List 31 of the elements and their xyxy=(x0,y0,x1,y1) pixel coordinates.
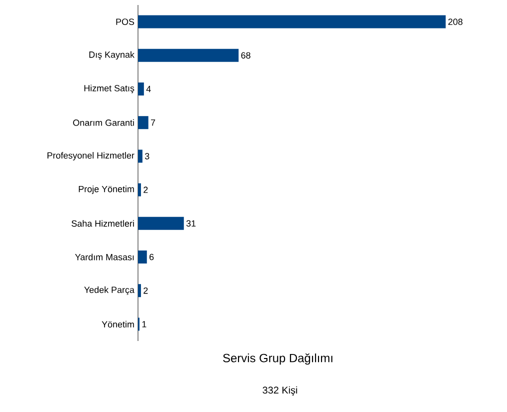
data-label: 2 xyxy=(144,287,148,294)
bar xyxy=(138,48,239,62)
y-tick-label: Profesyonel Hizmetler xyxy=(48,152,134,160)
bar xyxy=(138,150,142,163)
bar xyxy=(138,216,184,230)
y-tick-label: Onarım Garanti xyxy=(73,119,134,126)
y-tick-label: Yedek Parça xyxy=(84,286,134,295)
data-label: 6 xyxy=(150,254,154,260)
y-tick-label: Dış Kaynak xyxy=(89,51,134,60)
data-label: 2 xyxy=(144,186,148,193)
data-label: 208 xyxy=(448,18,462,25)
data-label: 68 xyxy=(241,52,250,59)
bar xyxy=(138,82,144,96)
y-tick-label: Yönetim xyxy=(102,320,134,328)
y-tick-label: Proje Yönetim xyxy=(78,186,134,194)
y-tick-label: Hizmet Satış xyxy=(84,84,134,94)
bar xyxy=(138,284,141,298)
bar xyxy=(138,250,147,264)
data-label: 3 xyxy=(144,153,150,160)
bar xyxy=(138,116,148,130)
y-tick-label: POS xyxy=(116,18,134,25)
bar xyxy=(138,183,141,196)
data-label: 4 xyxy=(146,86,151,92)
text: Servis Grup Dağılımı xyxy=(223,353,332,365)
data-label: 7 xyxy=(151,120,156,126)
data-label: 31 xyxy=(186,220,196,227)
text: 332 Kişi xyxy=(262,386,298,396)
y-tick-label: Saha Hizmetleri xyxy=(72,220,134,227)
data-label: 1 xyxy=(142,321,146,328)
bar xyxy=(138,15,446,28)
y-tick-label: Yardım Masası xyxy=(75,254,134,260)
